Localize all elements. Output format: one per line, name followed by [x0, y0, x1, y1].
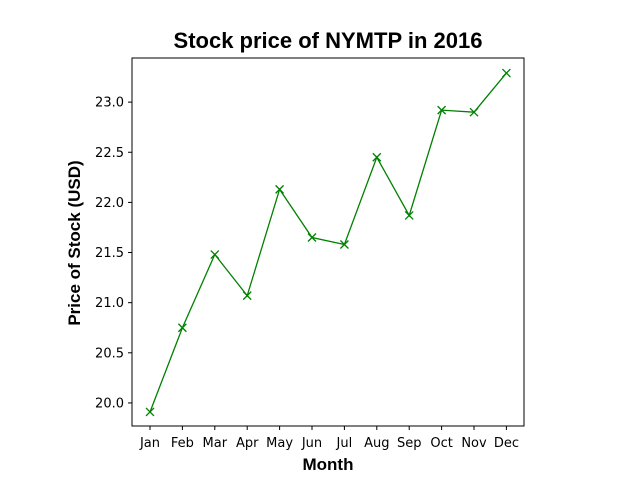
series-layer — [145, 68, 511, 417]
x-axis-label: Month — [303, 455, 354, 474]
x-tick-label: Sep — [397, 436, 422, 451]
data-point — [501, 68, 511, 78]
x-tick-label: Jan — [139, 436, 160, 451]
x-tick-label: May — [266, 436, 293, 451]
x-tick-label: Feb — [171, 436, 194, 451]
y-tick-label: 21.5 — [95, 246, 124, 261]
data-point — [275, 184, 285, 194]
y-axis-label: Price of Stock (USD) — [65, 160, 84, 325]
data-point — [404, 210, 414, 220]
data-point — [307, 233, 317, 242]
data-point — [242, 291, 252, 301]
x-tick-label: Mar — [203, 436, 228, 451]
x-tick-label: Oct — [430, 436, 452, 451]
y-tick-label: 20.5 — [95, 346, 124, 361]
y-tick-label: 23.0 — [95, 96, 124, 111]
data-point — [177, 323, 187, 333]
x-tick-label: Dec — [494, 436, 519, 451]
x-tick-label: Jun — [301, 436, 322, 451]
data-point — [437, 105, 447, 115]
x-tick-label: Apr — [236, 436, 259, 451]
y-tick-label: 22.0 — [95, 196, 124, 211]
x-tick-label: Jul — [336, 436, 353, 451]
y-tick-label: 22.5 — [95, 146, 124, 161]
data-point — [339, 240, 349, 249]
x-axis: Jan Feb Mar Apr May Jun Jul Aug Sep Oct Nov Dec — [139, 426, 519, 451]
y-tick-label: 21.0 — [95, 296, 124, 311]
y-tick-label: 20.0 — [95, 396, 124, 411]
x-tick-label: Nov — [461, 436, 487, 451]
data-point — [145, 407, 155, 417]
y-axis: 20.0 20.5 21.0 21.5 22.0 22.5 23.0 — [95, 96, 132, 411]
chart-title: Stock price of NYMTP in 2016 — [174, 28, 483, 53]
data-point — [210, 250, 220, 259]
plot-frame — [131, 57, 525, 427]
data-point — [469, 107, 479, 117]
data-point — [372, 152, 382, 162]
x-tick-label: Aug — [364, 436, 389, 451]
series-line — [149, 72, 507, 413]
